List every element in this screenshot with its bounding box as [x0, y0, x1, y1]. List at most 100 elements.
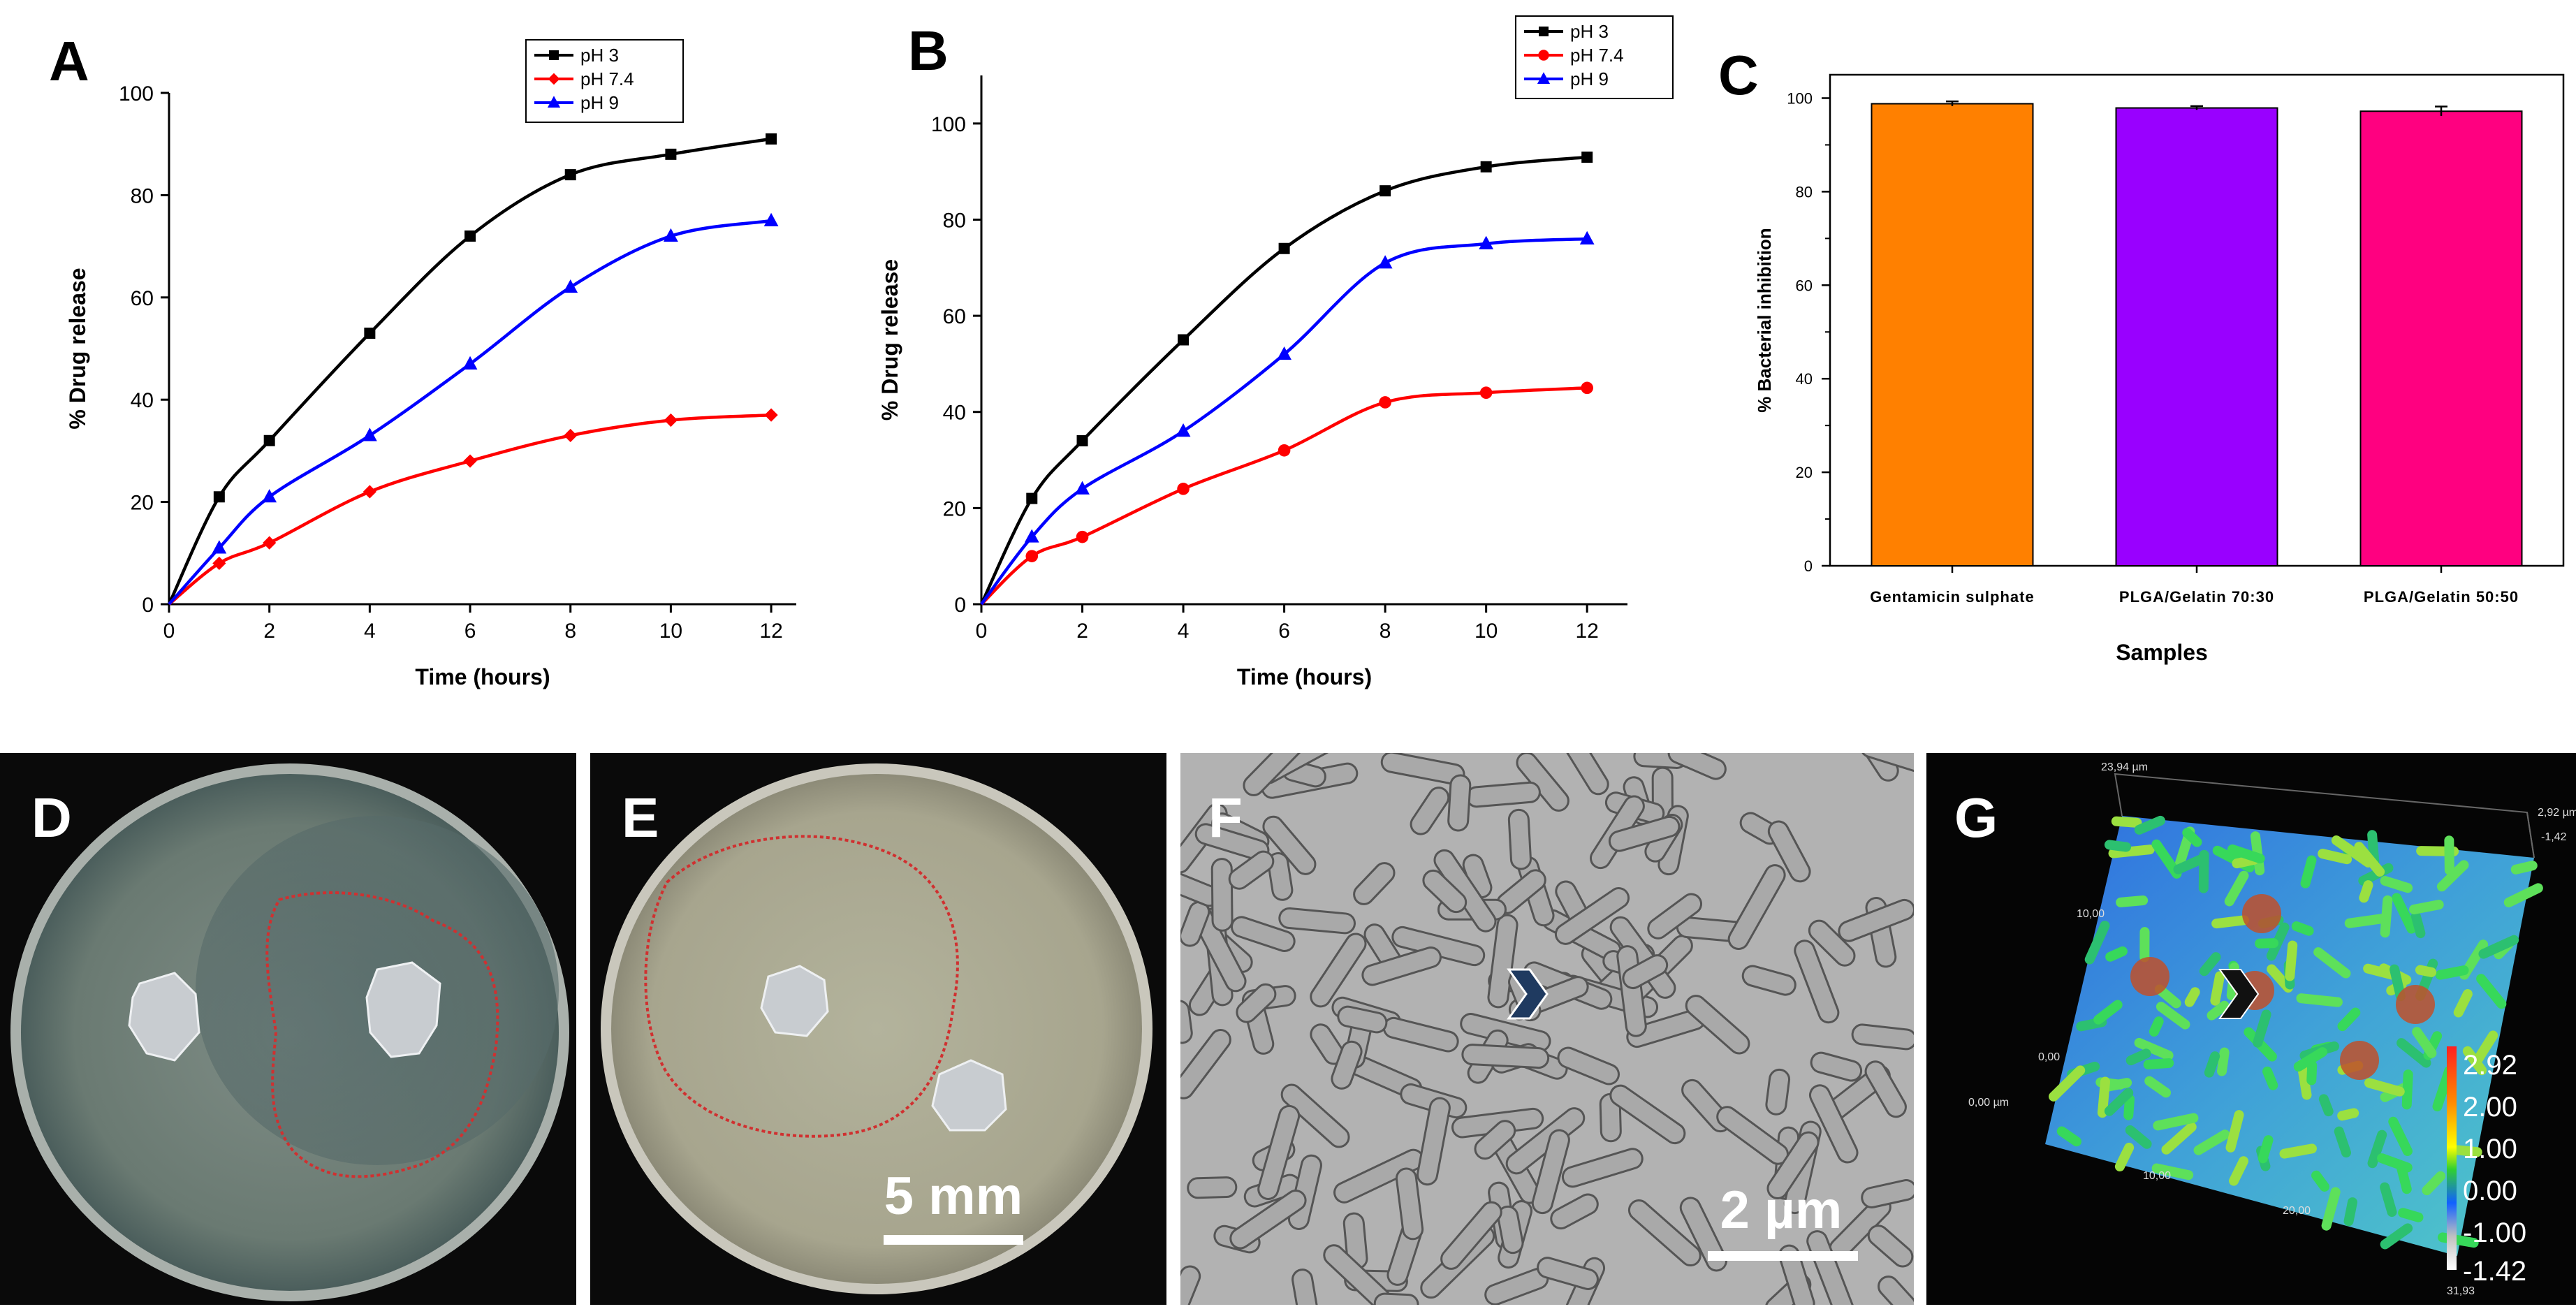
legend-label: pH 9 [580, 92, 619, 113]
surface-feature [2478, 935, 2519, 959]
panel-letter-a: A [49, 30, 89, 92]
x-tick-label: PLGA/Gelatin 70:30 [2119, 588, 2274, 606]
bacterium-rod [1262, 815, 1317, 875]
bacterium-rod [1838, 898, 1914, 942]
data-point [464, 230, 476, 242]
axis-label: 0,00 [2038, 1051, 2060, 1063]
data-point [212, 556, 226, 571]
surface-feature [2182, 828, 2202, 847]
panel-letter-g: G [1954, 787, 1998, 849]
surface-feature [2229, 1156, 2249, 1186]
y-tick-label: 100 [931, 113, 966, 136]
cluster-peak [2242, 894, 2281, 933]
cluster-peak [2340, 1041, 2379, 1080]
bacterium-rod [1337, 1005, 1388, 1034]
bar-group: PLGA/Gelatin 50:50 [2359, 105, 2523, 606]
zone-outline [265, 891, 499, 1178]
surface-feature [2173, 854, 2207, 875]
x-tick-label: 4 [364, 620, 376, 643]
colorbar-label: 2.00 [2463, 1092, 2517, 1123]
data-point [1025, 550, 1039, 562]
surface-feature [2193, 1129, 2230, 1155]
surface-feature [2344, 914, 2387, 928]
x-tick-label: 2 [1076, 620, 1088, 643]
bacterium-rod [1878, 1275, 1914, 1305]
surface-feature [2453, 989, 2473, 1018]
bacterium-rod [1373, 1292, 1419, 1305]
y-tick-label: 0 [142, 594, 154, 617]
bacterium-rod [1867, 1224, 1914, 1268]
surface-feature [2116, 895, 2149, 907]
colorbar-label: -1.42 [2463, 1256, 2526, 1287]
bacterium-rod [1180, 1000, 1193, 1044]
data-point [1278, 242, 1290, 254]
y-tick-label: 80 [131, 184, 154, 207]
legend-label: pH 7.4 [580, 68, 634, 89]
surface-feature [2161, 1122, 2197, 1155]
series-line [980, 237, 1588, 606]
colorbar-label: 1.00 [2463, 1134, 2517, 1164]
photo-panel-g: 2.92 2.00 1.00 0.00 -1.00 -1.42 23,94 µm… [1926, 753, 2576, 1305]
x-tick-label: 10 [1474, 620, 1498, 643]
data-point [1479, 386, 1493, 399]
surface-feature [2056, 1126, 2082, 1147]
y-tick-label: 20 [131, 492, 154, 515]
surface-feature [2476, 974, 2507, 1009]
data-point [1026, 492, 1038, 504]
series-line [167, 137, 772, 605]
surface-feature [2296, 993, 2343, 1007]
surface-feature [2331, 835, 2373, 868]
surface-feature [2257, 1135, 2274, 1164]
x-tick-label: PLGA/Gelatin 50:50 [2364, 588, 2519, 606]
surface-feature [2207, 1000, 2230, 1021]
x-tick-label: 12 [759, 620, 782, 643]
axis-label: 31,93 [2447, 1285, 2475, 1297]
surface-feature [2224, 870, 2249, 907]
x-tick-label: 12 [1576, 620, 1599, 643]
surface-feature [2151, 1163, 2194, 1180]
series-line [168, 413, 772, 606]
axes: 0 2 4 6 8 10 12 0 20 40 60 80 100 [931, 75, 1627, 643]
colorbar-label: 0.00 [2463, 1176, 2517, 1206]
bar [2359, 110, 2523, 567]
bar-group: Gentamicin sulphate [1870, 100, 2034, 606]
data-point [664, 413, 678, 427]
bacterium-rod [1180, 1029, 1231, 1099]
chart-panel-b: B 0 2 4 6 8 10 12 0 20 40 60 80 100 Time (hours) % Dru… [877, 15, 1674, 689]
surface-feature [2093, 1000, 2123, 1025]
colorbar-label: 2.92 [2463, 1050, 2517, 1081]
axis-label: -1,42 [2541, 831, 2567, 843]
surface-feature [2380, 895, 2393, 938]
data-point [1380, 185, 1391, 197]
surface-feature [2510, 861, 2538, 875]
data-point [664, 228, 678, 242]
axes: 0 2 4 6 8 10 12 0 20 40 60 80 100 [119, 82, 796, 643]
bacterium-rod [1851, 1023, 1914, 1051]
panel-letter-b: B [908, 20, 949, 82]
data-point [1377, 255, 1393, 269]
data-point [1579, 231, 1595, 244]
arrowhead-marker [1507, 968, 1549, 1020]
surface-feature [2104, 1088, 2134, 1116]
y-tick-label: 80 [1796, 183, 1813, 200]
series-ph-9 [168, 212, 779, 606]
surface-feature [2227, 844, 2265, 864]
surface-feature [2306, 1060, 2318, 1085]
bacterium-rod [1280, 1083, 1350, 1148]
surface-feature [2398, 1208, 2424, 1222]
bacteria-rods [1180, 753, 1914, 1305]
data-point [1537, 72, 1551, 84]
legend-label: pH 3 [580, 45, 619, 66]
bacterium-rod [1331, 1040, 1363, 1090]
data-point [1076, 530, 1089, 543]
colorbar [2447, 1046, 2457, 1270]
surface-feature [2318, 849, 2352, 865]
surface-feature [2410, 911, 2426, 939]
bounding-box-edge [2526, 812, 2535, 858]
bacterium-rod [1554, 887, 1630, 945]
bacterium-rod [1531, 1129, 1570, 1215]
data-point [1177, 483, 1190, 495]
surface-feature [2343, 1197, 2357, 1227]
data-point [766, 133, 777, 145]
data-point [564, 428, 578, 443]
